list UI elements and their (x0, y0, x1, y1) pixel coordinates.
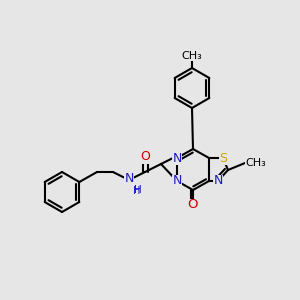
Text: N: N (172, 152, 182, 164)
Text: O: O (140, 151, 150, 164)
Text: N: N (124, 173, 134, 187)
Text: O: O (188, 199, 198, 212)
Text: CH₃: CH₃ (245, 158, 266, 168)
Text: N: N (213, 175, 223, 188)
Text: N: N (124, 172, 134, 184)
Text: H: H (133, 186, 140, 196)
Text: N: N (172, 175, 182, 188)
Text: CH₃: CH₃ (182, 51, 203, 61)
Text: H: H (134, 185, 142, 195)
Text: S: S (219, 152, 227, 164)
